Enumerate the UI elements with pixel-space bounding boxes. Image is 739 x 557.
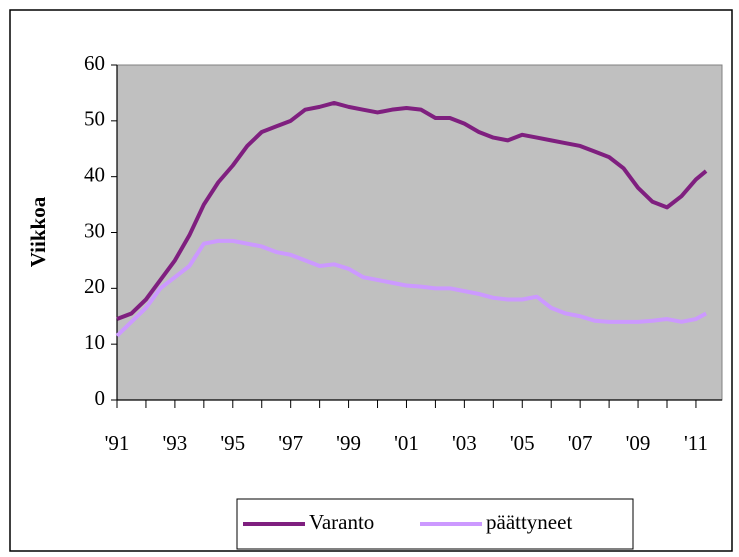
- x-tick-label: '05: [510, 431, 535, 455]
- plot-area: [116, 64, 723, 401]
- x-tick-label: '97: [278, 431, 303, 455]
- x-tick-label: '07: [568, 431, 593, 455]
- legend-label: Varanto: [309, 510, 374, 534]
- y-tick-label: 10: [84, 330, 105, 354]
- y-tick-label: 60: [84, 51, 105, 75]
- data-line: [115, 238, 708, 338]
- y-axis-label: Viikkoa: [26, 196, 50, 267]
- x-tick-label: '09: [626, 431, 651, 455]
- data-line: [116, 100, 708, 321]
- x-tick-label: '95: [220, 431, 245, 455]
- y-tick-label: 30: [84, 218, 105, 242]
- y-tick-label: 20: [84, 274, 105, 298]
- legend-label: päättyneet: [486, 510, 572, 534]
- x-tick-label: '93: [162, 431, 187, 455]
- x-tick-label: '91: [105, 431, 130, 455]
- x-tick-label: '11: [684, 431, 708, 455]
- y-tick-label: 50: [84, 107, 105, 131]
- y-tick-label: 0: [95, 386, 106, 410]
- y-tick-label: 40: [84, 162, 105, 186]
- x-tick-label: '03: [452, 431, 477, 455]
- x-tick-label: '99: [336, 431, 361, 455]
- x-tick-label: '01: [394, 431, 419, 455]
